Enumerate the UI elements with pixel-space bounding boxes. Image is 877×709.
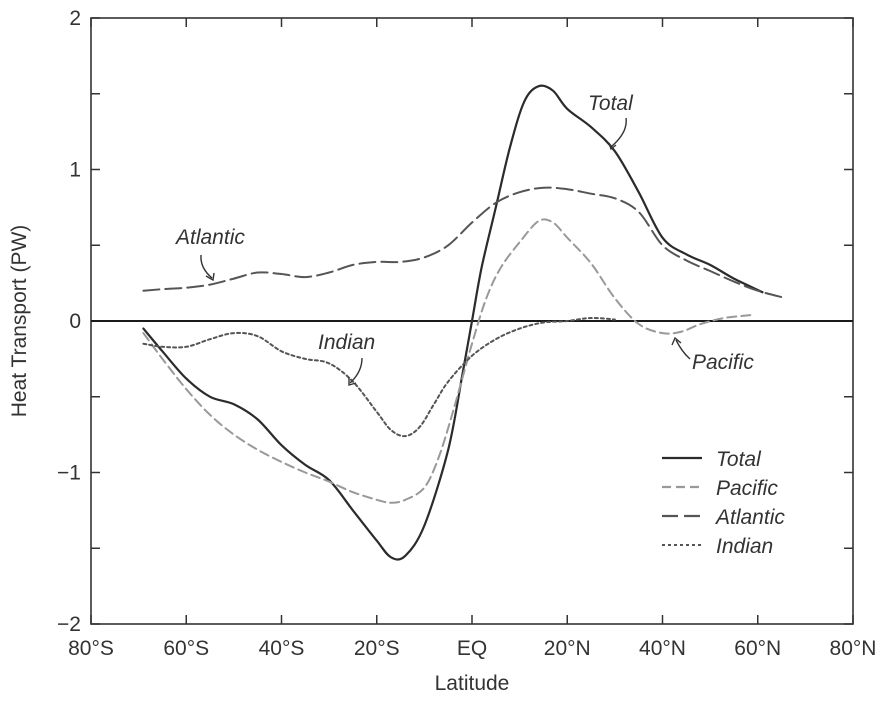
x-tick-label: 20°N [544,637,591,660]
annotation-indian-arrowhead [348,377,357,386]
y-tick-label: 1 [69,159,81,182]
annotation-pacific-arrow [675,339,691,360]
annotation-atlantic-arrow [200,254,213,279]
series-group [142,84,788,561]
axis-ticks: 80°S 60°S 40°S 20°S EQ 20°N 40°N 60°N 80°N −2 −1 0 1… [57,7,876,660]
annotation-total-arrowhead [608,142,617,151]
annotation-atlantic: Atlantic [174,226,245,249]
annotation-total: Total [588,92,634,115]
x-tick-label: 40°N [639,637,686,660]
x-tick-label: 80°S [68,637,114,660]
legend-label-indian: Indian [716,535,773,558]
y-tick-label: −2 [57,613,81,636]
legend-label-total: Total [716,448,762,471]
series-line-indian [142,316,616,438]
x-tick-label: 60°S [163,637,209,660]
y-tick-label: −1 [57,462,81,485]
x-tick-label: 80°N [830,637,877,660]
annotation-atlantic-arrowhead [205,272,215,282]
y-tick-label: 2 [69,7,81,30]
series-line-pacific [142,218,754,504]
annotation-indian-arrow [349,357,363,384]
annotation-indian: Indian [318,331,375,354]
x-tick-label: 20°S [354,637,400,660]
x-axis-title: Latitude [435,672,510,695]
series-line-atlantic [142,186,788,300]
annotation-total-arrow [611,117,627,147]
x-tick-label: 40°S [259,637,305,660]
y-axis-title: Heat Transport (PW) [8,225,31,418]
legend-label-atlantic: Atlantic [714,506,785,529]
x-tick-label: EQ [457,637,487,660]
legend: Total Pacific Atlantic Indian [662,448,785,558]
legend-label-pacific: Pacific [716,477,778,500]
x-tick-label: 60°N [734,637,781,660]
annotation-pacific: Pacific [692,351,754,374]
series-line-total [142,84,764,561]
annotation-pacific-arrowhead [671,336,682,346]
y-tick-label: 0 [69,310,81,333]
